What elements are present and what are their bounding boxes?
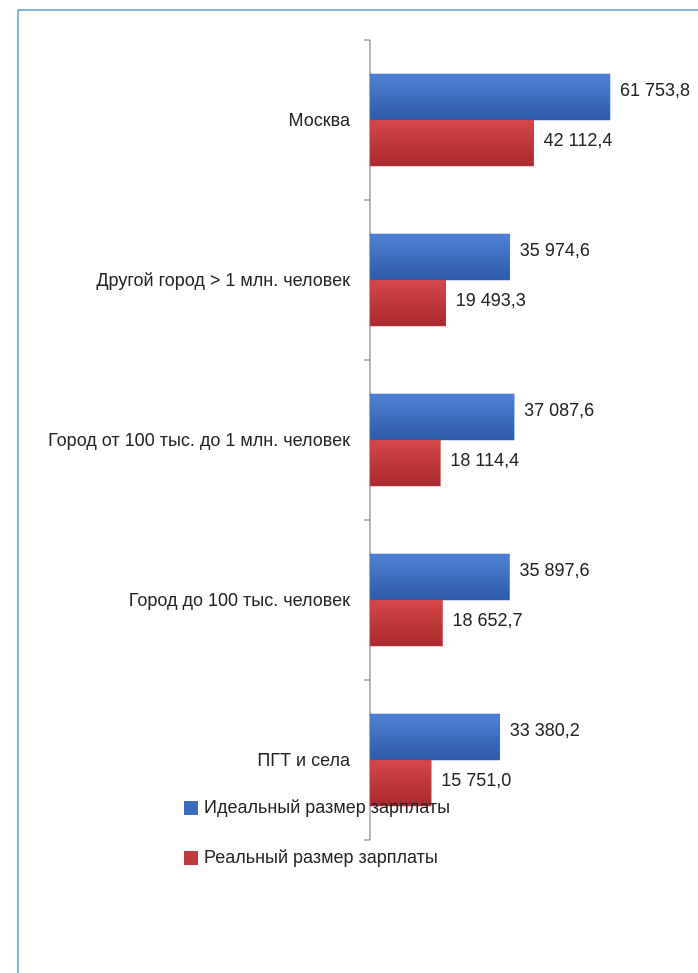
value-label: 35 974,6 — [520, 240, 590, 260]
value-label: 35 897,6 — [520, 560, 590, 580]
category-label: Город от 100 тыс. до 1 млн. человек — [48, 430, 350, 450]
value-label: 33 380,2 — [510, 720, 580, 740]
bar — [369, 73, 611, 121]
value-label: 18 114,4 — [450, 450, 519, 470]
frame — [17, 9, 698, 973]
value-label: 37 087,6 — [524, 400, 594, 420]
value-label: 19 493,3 — [456, 290, 526, 310]
legend-label: Идеальный размер зарплаты — [204, 797, 450, 817]
category-label-box: ПГТ и села — [10, 680, 350, 840]
category-label: Другой город > 1 млн. человек — [96, 270, 350, 290]
legend-label: Реальный размер зарплаты — [204, 847, 438, 867]
bar — [369, 599, 443, 647]
bar — [369, 759, 432, 807]
bar — [369, 233, 511, 281]
bar — [369, 439, 441, 487]
bar — [369, 393, 515, 441]
legend-swatch — [184, 801, 198, 815]
category-label-box: Город от 100 тыс. до 1 млн. человек — [10, 360, 350, 520]
value-label: 18 652,7 — [452, 610, 522, 630]
value-label: 42 112,4 — [544, 130, 613, 150]
value-label: 15 751,0 — [441, 770, 511, 790]
bar — [369, 119, 534, 167]
bar — [369, 713, 500, 761]
category-label-box: Москва — [10, 40, 350, 200]
category-label: ПГТ и села — [257, 750, 350, 770]
bar — [369, 279, 447, 327]
category-label-box: Другой город > 1 млн. человек — [10, 200, 350, 360]
legend-swatch — [184, 851, 198, 865]
category-label: Москва — [288, 110, 350, 130]
category-label: Город до 100 тыс. человек — [128, 590, 350, 610]
value-label: 61 753,8 — [620, 80, 690, 100]
category-label-box: Город до 100 тыс. человек — [10, 520, 350, 680]
bar — [369, 553, 510, 601]
